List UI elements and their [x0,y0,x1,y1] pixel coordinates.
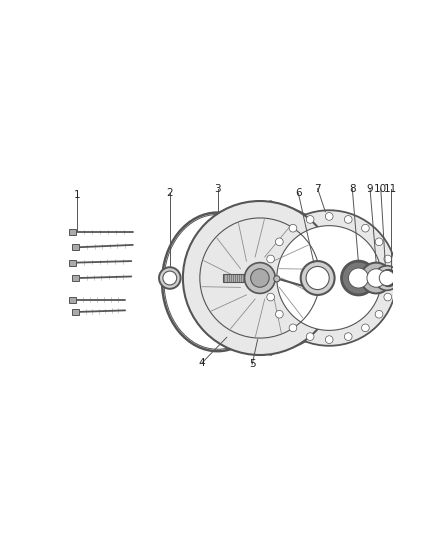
Ellipse shape [196,205,342,351]
Circle shape [380,270,397,287]
Circle shape [264,274,272,282]
Circle shape [277,225,381,330]
Circle shape [361,224,369,232]
Circle shape [325,336,333,343]
Circle shape [163,271,177,285]
Bar [72,244,79,251]
Circle shape [384,255,392,263]
Circle shape [306,266,329,289]
Bar [223,274,244,282]
Circle shape [384,293,392,301]
Circle shape [289,224,297,232]
Circle shape [374,265,399,290]
Circle shape [379,270,395,286]
Bar [69,296,76,303]
Circle shape [375,238,383,246]
Text: 9: 9 [367,184,373,193]
Circle shape [361,324,369,332]
Circle shape [367,269,385,287]
Circle shape [342,261,375,295]
Ellipse shape [259,201,282,355]
Circle shape [301,261,335,295]
Text: 8: 8 [349,184,356,193]
Circle shape [325,213,333,220]
Circle shape [183,201,337,355]
Bar [72,309,79,315]
Text: 5: 5 [249,359,255,369]
Bar [69,260,76,265]
Text: 1: 1 [74,190,81,200]
Text: 6: 6 [295,188,302,198]
Bar [69,229,76,235]
Circle shape [276,238,283,246]
Circle shape [361,263,392,294]
Text: 2: 2 [166,188,173,198]
Circle shape [375,310,383,318]
Bar [72,275,79,281]
Text: 11: 11 [384,184,397,193]
Circle shape [159,267,180,289]
Circle shape [276,310,283,318]
Text: 4: 4 [199,358,205,368]
Text: 3: 3 [214,184,221,193]
Circle shape [306,215,314,223]
Circle shape [306,333,314,341]
Circle shape [267,293,275,301]
Circle shape [344,215,352,223]
Circle shape [349,268,368,288]
Text: 7: 7 [314,184,321,193]
Circle shape [244,263,276,294]
Circle shape [267,255,275,263]
Circle shape [289,324,297,332]
Text: 10: 10 [374,184,387,193]
Circle shape [251,269,269,287]
Circle shape [261,210,397,346]
Circle shape [344,333,352,341]
Circle shape [274,276,280,282]
Circle shape [387,274,395,282]
